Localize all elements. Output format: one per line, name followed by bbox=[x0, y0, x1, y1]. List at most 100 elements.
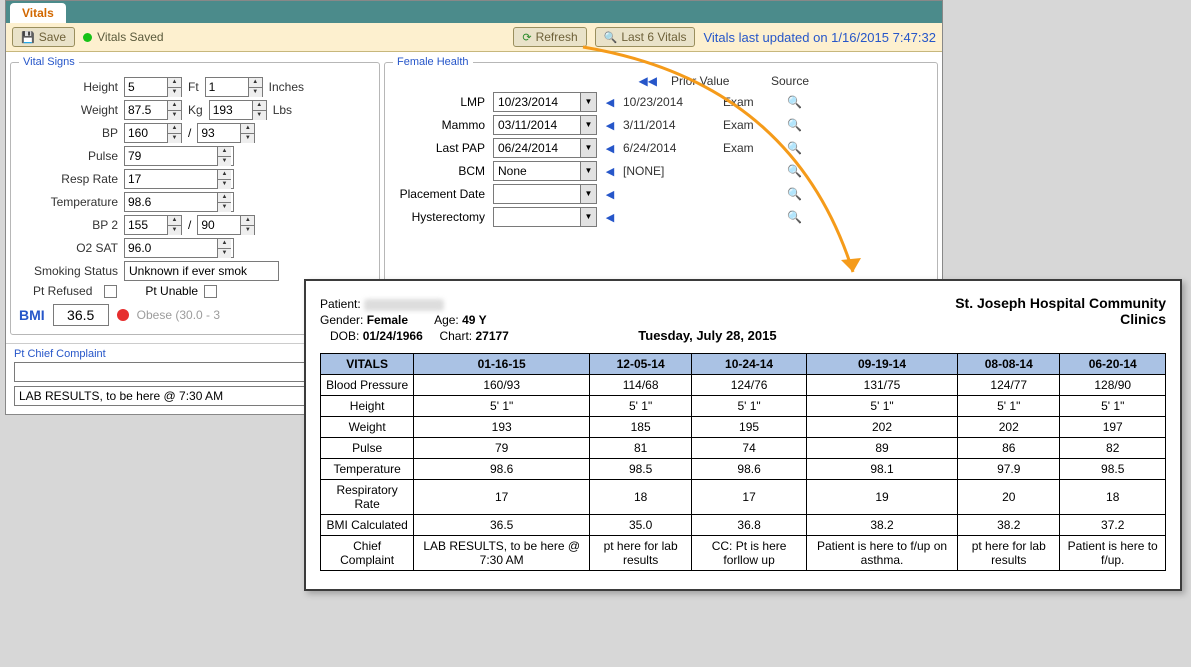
lbs-unit: Lbs bbox=[273, 103, 292, 117]
table-cell: 36.8 bbox=[692, 515, 807, 536]
last6-button[interactable]: 🔍 Last 6 Vitals bbox=[595, 27, 696, 47]
report-header: Patient: Gender: Female Age: 49 Y DOB: 0… bbox=[320, 295, 1166, 345]
refresh-button[interactable]: ⟳ Refresh bbox=[513, 27, 586, 47]
chart-value: 27177 bbox=[475, 329, 508, 343]
magnify-icon[interactable]: 🔍 bbox=[787, 187, 807, 201]
source-header: Source bbox=[771, 74, 841, 88]
dob-label: DOB: bbox=[330, 329, 359, 343]
table-cell: 185 bbox=[590, 417, 692, 438]
table-cell: 19 bbox=[806, 480, 957, 515]
fh-source: Exam bbox=[723, 95, 787, 109]
fh-row: LMP▼◀10/23/2014Exam🔍 bbox=[393, 92, 929, 112]
height-ft-input[interactable]: ▲▼ bbox=[124, 77, 182, 97]
table-cell: 38.2 bbox=[958, 515, 1060, 536]
status-text: Vitals Saved bbox=[97, 30, 164, 44]
table-header: VITALS bbox=[321, 354, 414, 375]
fh-source: Exam bbox=[723, 141, 787, 155]
fh-row: Placement Date▼◀🔍 bbox=[393, 184, 929, 204]
table-cell: 124/76 bbox=[692, 375, 807, 396]
save-status: Vitals Saved bbox=[83, 30, 164, 44]
save-button[interactable]: 💾 Save bbox=[12, 27, 75, 47]
pulse-input[interactable]: ▲▼ bbox=[124, 146, 234, 166]
triangle-left-icon[interactable]: ◀ bbox=[597, 165, 623, 178]
table-row: BMI Calculated36.535.036.838.238.237.2 bbox=[321, 515, 1166, 536]
triangle-left-icon[interactable]: ◀ bbox=[597, 96, 623, 109]
table-header: 09-19-14 bbox=[806, 354, 957, 375]
table-cell: 38.2 bbox=[806, 515, 957, 536]
fh-select[interactable]: ▼ bbox=[493, 115, 597, 135]
pulse-label: Pulse bbox=[19, 149, 124, 163]
fh-select[interactable]: ▼ bbox=[493, 92, 597, 112]
row-label: BMI Calculated bbox=[321, 515, 414, 536]
magnify-icon[interactable]: 🔍 bbox=[787, 95, 807, 109]
fh-header: ◀◀ Prior Value Source bbox=[393, 74, 929, 88]
table-cell: 97.9 bbox=[958, 459, 1060, 480]
table-header: 10-24-14 bbox=[692, 354, 807, 375]
table-cell: 17 bbox=[414, 480, 590, 515]
table-cell: 5' 1" bbox=[414, 396, 590, 417]
fh-select[interactable]: ▼ bbox=[493, 138, 597, 158]
triangle-left-icon[interactable]: ◀ bbox=[597, 119, 623, 132]
save-label: Save bbox=[39, 30, 66, 44]
bmi-label: BMI bbox=[19, 307, 45, 323]
temp-input[interactable]: ▲▼ bbox=[124, 192, 234, 212]
bp-sys-input[interactable]: ▲▼ bbox=[124, 123, 182, 143]
table-row: Blood Pressure160/93114/68124/76131/7512… bbox=[321, 375, 1166, 396]
fh-prior: 6/24/2014 bbox=[623, 141, 723, 155]
search-icon: 🔍 bbox=[604, 31, 618, 44]
gender-label: Gender: bbox=[320, 313, 363, 327]
bp2-sys-input[interactable]: ▲▼ bbox=[124, 215, 182, 235]
table-cell: 160/93 bbox=[414, 375, 590, 396]
table-cell: 81 bbox=[590, 438, 692, 459]
magnify-icon[interactable]: 🔍 bbox=[787, 210, 807, 224]
tab-vitals[interactable]: Vitals bbox=[10, 3, 66, 23]
table-cell: 124/77 bbox=[958, 375, 1060, 396]
table-cell: 5' 1" bbox=[958, 396, 1060, 417]
resp-input[interactable]: ▲▼ bbox=[124, 169, 234, 189]
smoking-input[interactable] bbox=[124, 261, 279, 281]
refresh-icon: ⟳ bbox=[522, 31, 531, 44]
fh-select[interactable]: ▼ bbox=[493, 184, 597, 204]
vitals-table: VITALS01-16-1512-05-1410-24-1409-19-1408… bbox=[320, 353, 1166, 571]
chevron-down-icon: ▼ bbox=[580, 93, 596, 111]
chevron-down-icon: ▼ bbox=[580, 185, 596, 203]
bp-dia-input[interactable]: ▲▼ bbox=[197, 123, 255, 143]
fh-row: Last PAP▼◀6/24/2014Exam🔍 bbox=[393, 138, 929, 158]
table-header: 01-16-15 bbox=[414, 354, 590, 375]
pt-unable-checkbox[interactable] bbox=[204, 285, 217, 298]
table-header: 08-08-14 bbox=[958, 354, 1060, 375]
chevron-down-icon: ▼ bbox=[580, 139, 596, 157]
temp-label: Temperature bbox=[19, 195, 124, 209]
bp2-label: BP 2 bbox=[19, 218, 124, 232]
triangle-left-icon[interactable]: ◀ bbox=[597, 142, 623, 155]
table-cell: 128/90 bbox=[1060, 375, 1166, 396]
magnify-icon[interactable]: 🔍 bbox=[787, 141, 807, 155]
table-cell: 5' 1" bbox=[806, 396, 957, 417]
bp2-dia-input[interactable]: ▲▼ bbox=[197, 215, 255, 235]
pt-refused-checkbox[interactable] bbox=[104, 285, 117, 298]
table-cell: 79 bbox=[414, 438, 590, 459]
fh-select[interactable]: ▼ bbox=[493, 161, 597, 181]
prior-header: Prior Value bbox=[671, 74, 771, 88]
row-label: Chief Complaint bbox=[321, 536, 414, 571]
triangle-left-icon[interactable]: ◀ bbox=[597, 211, 623, 224]
triangle-left-icon[interactable]: ◀ bbox=[597, 188, 623, 201]
magnify-icon[interactable]: 🔍 bbox=[787, 118, 807, 132]
o2-input[interactable]: ▲▼ bbox=[124, 238, 234, 258]
fh-source: Exam bbox=[723, 118, 787, 132]
patient-info: Patient: Gender: Female Age: 49 Y DOB: 0… bbox=[320, 295, 509, 345]
table-cell: 5' 1" bbox=[1060, 396, 1166, 417]
table-cell: 20 bbox=[958, 480, 1060, 515]
weight-lbs-input[interactable]: ▲▼ bbox=[209, 100, 267, 120]
magnify-icon[interactable]: 🔍 bbox=[787, 164, 807, 178]
weight-kg-input[interactable]: ▲▼ bbox=[124, 100, 182, 120]
fh-label: BCM bbox=[393, 164, 493, 178]
double-triangle-icon[interactable]: ◀◀ bbox=[533, 74, 663, 88]
fh-prior: 3/11/2014 bbox=[623, 118, 723, 132]
table-cell: 89 bbox=[806, 438, 957, 459]
table-cell: 202 bbox=[806, 417, 957, 438]
height-in-input[interactable]: ▲▼ bbox=[205, 77, 263, 97]
chevron-down-icon: ▼ bbox=[580, 162, 596, 180]
table-cell: 98.1 bbox=[806, 459, 957, 480]
fh-select[interactable]: ▼ bbox=[493, 207, 597, 227]
